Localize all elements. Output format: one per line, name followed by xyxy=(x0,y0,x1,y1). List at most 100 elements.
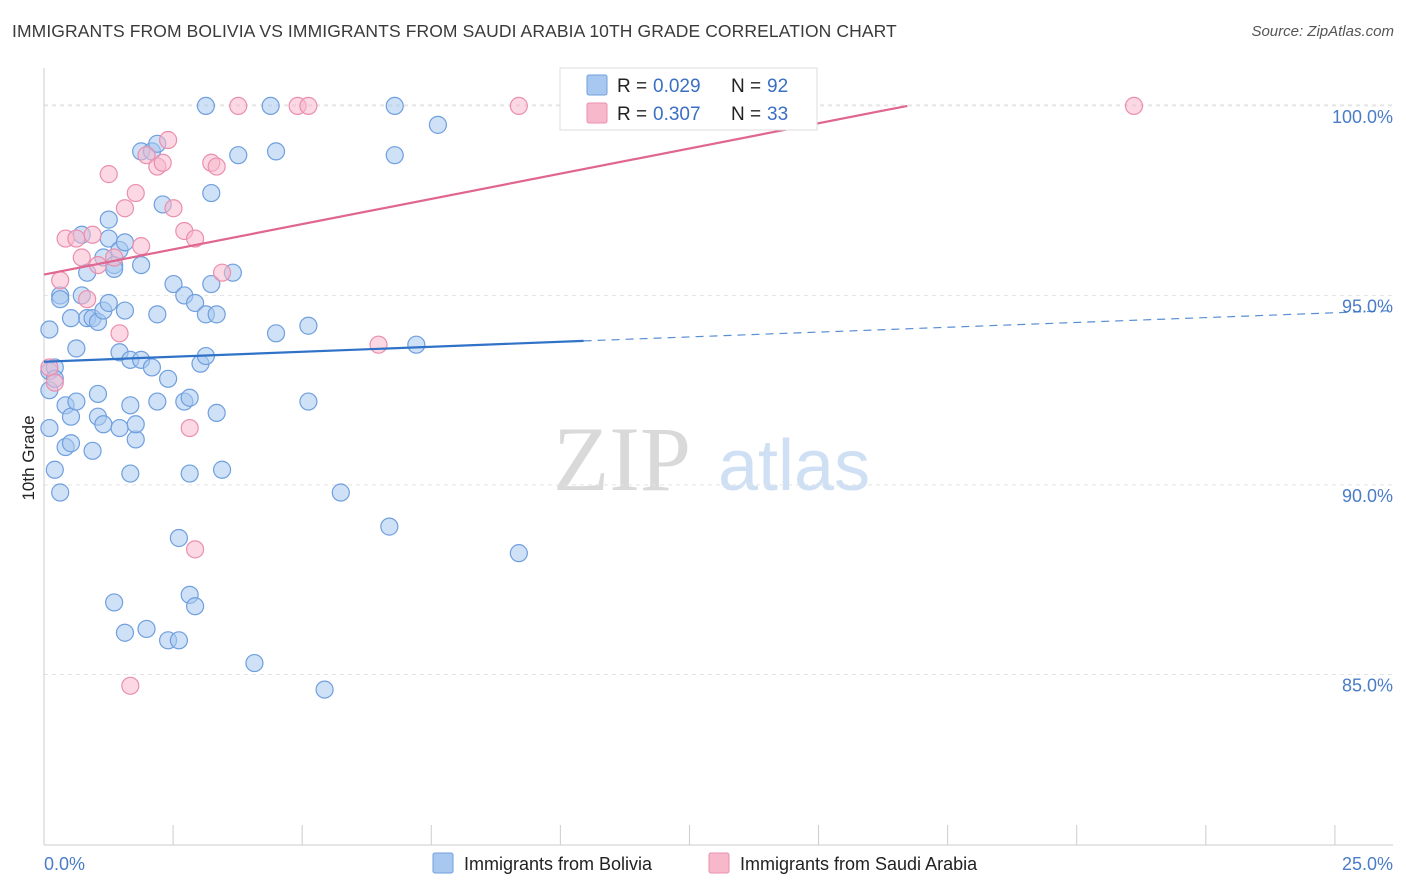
point-bolivia-56 xyxy=(159,369,178,388)
point-saudi-arabia-27 xyxy=(212,263,232,282)
point-saudi-arabia-31 xyxy=(369,335,388,354)
point-bolivia-53 xyxy=(148,392,167,411)
point-bolivia-40 xyxy=(115,623,135,642)
point-bolivia-79 xyxy=(245,653,264,673)
point-bolivia-47 xyxy=(132,255,151,275)
y-tick-label-2: 95.0% xyxy=(1342,296,1393,316)
axes xyxy=(43,68,1393,846)
watermark-zip: ZIP xyxy=(553,408,691,510)
point-bolivia-15 xyxy=(67,339,86,358)
point-bolivia-84 xyxy=(299,316,318,335)
point-saudi-arabia-2 xyxy=(51,271,70,290)
point-saudi-arabia-23 xyxy=(185,229,205,248)
point-bolivia-82 xyxy=(266,142,286,161)
legend-swatch-bolivia xyxy=(586,74,608,96)
point-bolivia-59 xyxy=(169,631,188,650)
point-saudi-arabia-20 xyxy=(164,199,183,218)
x-tick-label-max: 25.0% xyxy=(1342,854,1393,874)
point-bolivia-66 xyxy=(185,597,205,616)
point-bolivia-0 xyxy=(40,320,59,339)
bottom-legend-label-saudi-arabia: Immigrants from Saudi Arabia xyxy=(740,854,978,874)
point-bolivia-91 xyxy=(428,115,448,134)
point-bolivia-63 xyxy=(180,464,199,483)
bottom-legend-label-bolivia: Immigrants from Bolivia xyxy=(464,854,653,874)
point-bolivia-85 xyxy=(315,680,334,699)
point-bolivia-28 xyxy=(94,415,113,434)
legend-n-value-bolivia: 92 xyxy=(767,76,788,97)
point-saudi-arabia-28 xyxy=(229,96,248,116)
x-tick-label-min: 0.0% xyxy=(44,854,85,874)
trend-line-bolivia-extrapolated xyxy=(583,309,1394,342)
point-saudi-arabia-1 xyxy=(45,373,64,392)
point-bolivia-24 xyxy=(88,384,108,404)
series-legend: Immigrants from Bolivia Immigrants from … xyxy=(432,852,978,874)
point-saudi-arabia-32 xyxy=(509,96,528,116)
point-bolivia-39 xyxy=(115,301,135,320)
y-axis-title: 10th Grade xyxy=(19,415,38,500)
point-bolivia-50 xyxy=(142,358,162,377)
point-bolivia-74 xyxy=(207,403,226,423)
point-bolivia-87 xyxy=(380,517,399,536)
point-bolivia-3 xyxy=(40,418,59,438)
series-bolivia xyxy=(40,96,528,699)
y-tick-label-0: 85.0% xyxy=(1342,675,1393,695)
trend-line-saudi-arabia xyxy=(43,104,908,276)
x-tick-labels: 0.0% 25.0% xyxy=(44,854,1393,874)
legend-n-label-saudi-arabia: N = xyxy=(731,104,761,125)
stats-legend: R = 0.029 N = 92 R = 0.307 N = 33 xyxy=(559,67,818,131)
point-saudi-arabia-11 xyxy=(110,324,129,343)
point-bolivia-90 xyxy=(407,335,426,354)
watermark: ZIP atlas xyxy=(553,408,870,510)
point-bolivia-29 xyxy=(99,293,118,313)
point-bolivia-34 xyxy=(105,593,124,612)
legend-r-value-bolivia: 0.029 xyxy=(653,76,701,97)
point-saudi-arabia-26 xyxy=(207,157,226,176)
point-bolivia-76 xyxy=(212,460,232,479)
point-bolivia-38 xyxy=(115,233,135,252)
point-bolivia-75 xyxy=(207,305,226,324)
point-bolivia-58 xyxy=(164,274,183,294)
point-saudi-arabia-13 xyxy=(121,676,140,695)
point-bolivia-86 xyxy=(331,483,350,502)
point-bolivia-88 xyxy=(385,96,404,116)
point-saudi-arabia-33 xyxy=(1124,96,1144,116)
point-bolivia-30 xyxy=(99,210,118,229)
y-tick-labels: 85.0% 90.0% 95.0% 100.0% xyxy=(1332,107,1393,696)
point-bolivia-89 xyxy=(385,146,404,165)
point-bolivia-73 xyxy=(202,274,221,294)
legend-n-label-bolivia: N = xyxy=(731,76,761,97)
bottom-legend-swatch-saudi-arabia xyxy=(708,852,730,874)
point-bolivia-80 xyxy=(261,96,280,116)
point-bolivia-81 xyxy=(266,324,286,343)
point-bolivia-42 xyxy=(121,396,140,415)
point-bolivia-22 xyxy=(83,441,102,460)
point-saudi-arabia-9 xyxy=(99,165,118,184)
point-bolivia-71 xyxy=(196,96,215,116)
point-bolivia-14 xyxy=(61,434,81,453)
point-bolivia-13 xyxy=(61,407,81,426)
point-bolivia-60 xyxy=(169,528,188,548)
legend-r-label-saudi-arabia: R = xyxy=(617,104,647,125)
point-bolivia-12 xyxy=(61,309,81,328)
point-saudi-arabia-30 xyxy=(299,96,318,116)
point-saudi-arabia-15 xyxy=(132,237,151,256)
point-bolivia-72 xyxy=(202,183,221,203)
point-bolivia-44 xyxy=(126,430,145,449)
y-tick-label-1: 90.0% xyxy=(1342,486,1393,506)
point-bolivia-83 xyxy=(299,392,318,411)
point-bolivia-67 xyxy=(185,293,205,313)
series-saudi-arabia xyxy=(40,96,1144,695)
legend-r-value-saudi-arabia: 0.307 xyxy=(653,104,701,125)
legend-n-value-saudi-arabia: 33 xyxy=(767,104,788,125)
trend-line-bolivia xyxy=(43,339,584,363)
point-bolivia-16 xyxy=(67,392,86,411)
point-bolivia-78 xyxy=(229,146,248,165)
point-saudi-arabia-5 xyxy=(72,248,91,267)
legend-swatch-saudi-arabia xyxy=(586,102,608,124)
point-bolivia-6 xyxy=(45,460,64,479)
point-saudi-arabia-19 xyxy=(159,130,178,150)
point-saudi-arabia-16 xyxy=(137,146,156,165)
source-credit: Source: ZipAtlas.com xyxy=(1251,23,1394,40)
point-saudi-arabia-22 xyxy=(180,418,199,438)
